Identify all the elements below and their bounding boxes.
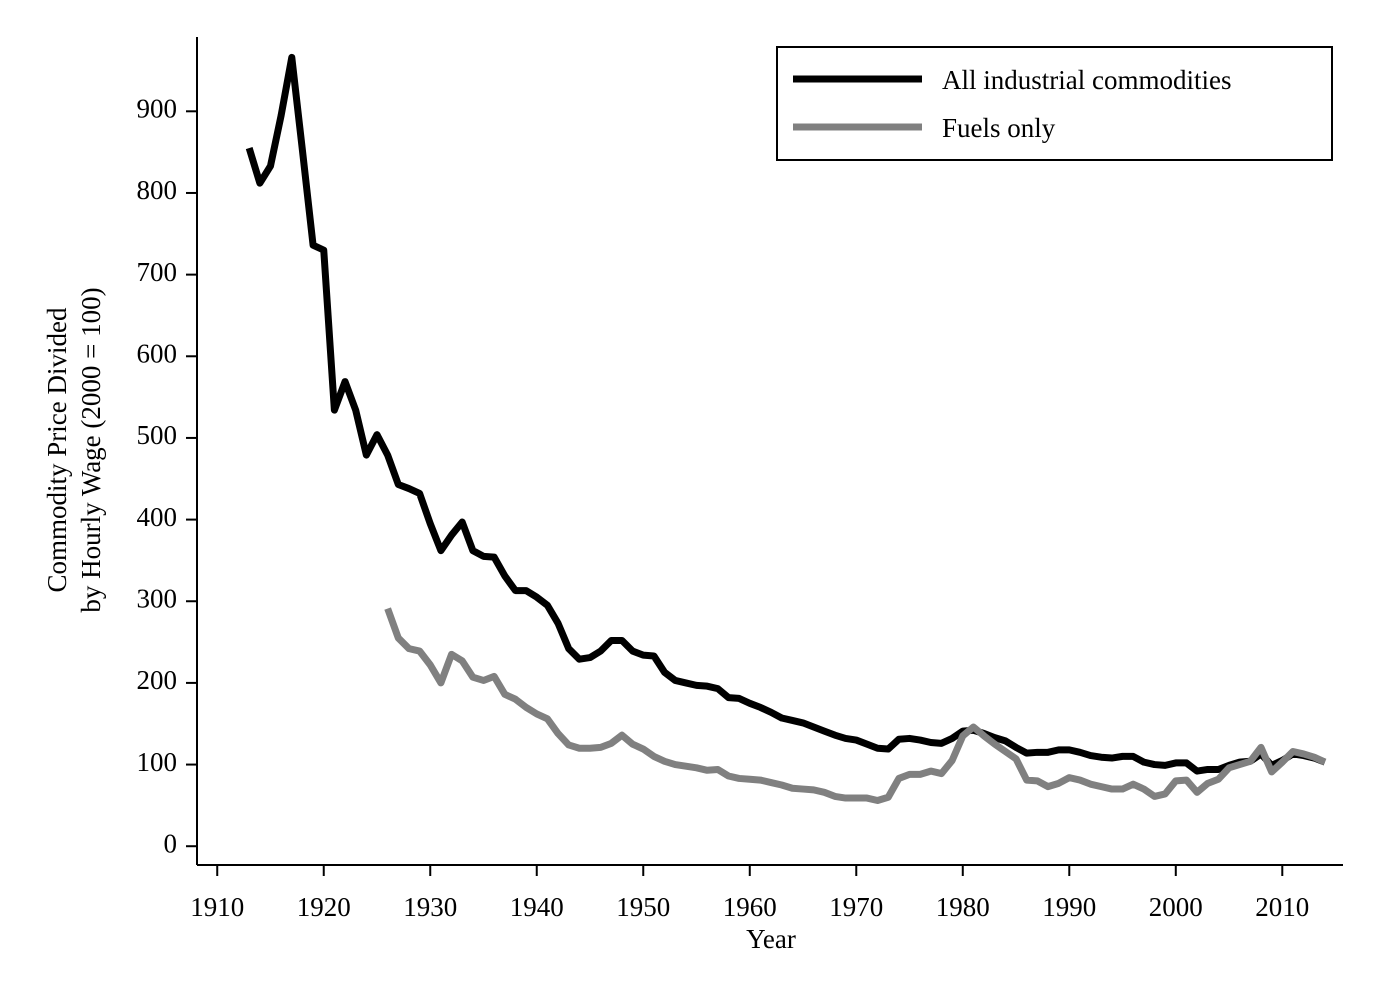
legend-label: All industrial commodities [942,65,1231,95]
x-tick-label: 1930 [403,892,457,922]
x-tick-label: 1910 [190,892,244,922]
y-tick-label: 900 [137,94,178,124]
series-line [384,607,1327,804]
x-tick-label: 1940 [510,892,564,922]
x-tick-label: 1950 [616,892,670,922]
x-tick-label: 1960 [723,892,777,922]
y-tick-label: 200 [137,665,178,695]
legend-box [776,46,1333,161]
legend-label: Fuels only [942,113,1056,143]
x-tick-label: 1990 [1042,892,1096,922]
x-tick-label: 1920 [297,892,351,922]
y-tick-label: 400 [137,502,178,532]
x-tick-label: 2010 [1255,892,1309,922]
y-axis-label-line: Commodity Price Divided [42,307,72,592]
x-tick-label: 2000 [1149,892,1203,922]
y-tick-label: 500 [137,420,178,450]
series-line [245,53,1327,775]
y-axis-label-line: by Hourly Wage (2000 = 100) [76,287,106,612]
x-axis-label: Year [746,924,796,954]
y-axis-label: Commodity Price Divided by Hourly Wage (… [42,287,106,612]
y-tick-label: 600 [137,338,178,368]
x-tick-label: 1970 [829,892,883,922]
y-tick-label: 300 [137,583,178,613]
y-tick-label: 800 [137,175,178,205]
y-tick-label: 700 [137,257,178,287]
y-tick-label: 100 [137,747,178,777]
y-tick-label: 0 [164,828,178,858]
x-tick-label: 1980 [936,892,990,922]
